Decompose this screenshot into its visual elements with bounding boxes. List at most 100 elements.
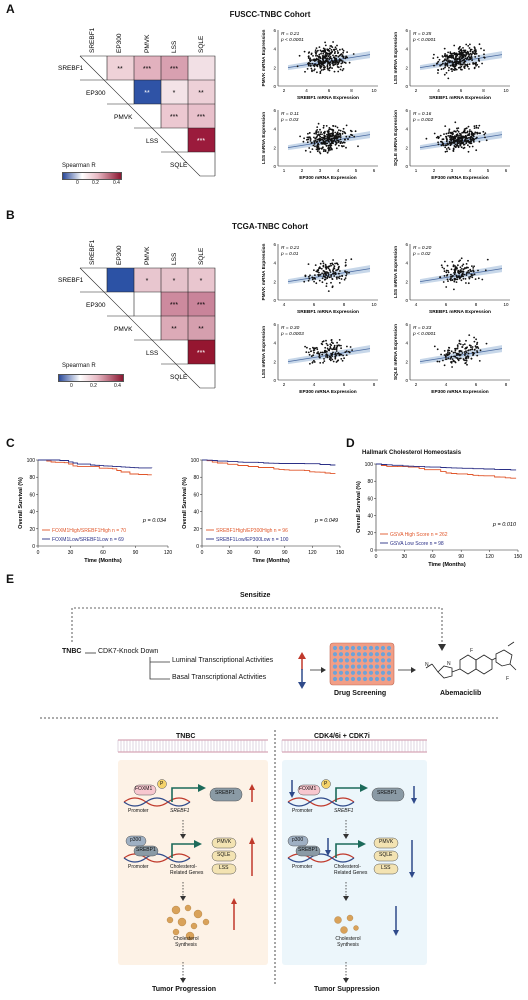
scatter-point [468, 68, 470, 70]
p-label: p = 0.002 [412, 117, 433, 123]
scatter-point [323, 358, 325, 360]
scatter-point [332, 270, 335, 273]
scatter-point [345, 264, 347, 266]
svg-text:***: *** [143, 66, 151, 73]
scatter-point [443, 133, 445, 135]
scatter-point [318, 356, 320, 358]
scatter-point [472, 270, 475, 273]
x-tick-label: 4 [415, 302, 418, 307]
scatter-point [326, 355, 329, 357]
scatter-point [446, 150, 448, 153]
scatter-point [463, 130, 465, 133]
scatter-point [323, 140, 325, 143]
scatter-point [329, 149, 332, 151]
scatter-point [314, 264, 317, 266]
scatter-point [340, 347, 342, 350]
srebp1-label: SREBP1 [377, 790, 397, 796]
promoter-label: Promoter [128, 808, 149, 814]
scatter-point [338, 61, 340, 63]
scatter-point [323, 51, 326, 53]
y-tick-label: 0 [273, 84, 276, 89]
panel-c-letter: C [6, 436, 15, 450]
abemaciclib-label: Abemaciclib [440, 690, 482, 697]
scatter-point [470, 273, 473, 276]
scatter-point [327, 134, 330, 137]
scatter-point [351, 349, 353, 351]
scatter-point [346, 271, 348, 273]
scatter-point [438, 360, 441, 363]
scatter-point [457, 353, 460, 356]
scatter-point [311, 69, 313, 72]
pmvk-label: PMVK [379, 839, 394, 845]
y-tick-label: 6 [273, 108, 276, 113]
x-tick-label: 8 [373, 382, 376, 387]
panel-b-heatmap: SREBF1 EP300 PMVK LSS SQLE SREBF1 EP300 … [58, 239, 216, 389]
scatter-point [469, 344, 472, 347]
y-tick-label: 4 [405, 47, 408, 52]
scatter-point [332, 125, 334, 127]
scatter-point [320, 62, 322, 64]
y-tick-label: 40 [367, 514, 373, 520]
scatter-point [483, 53, 485, 56]
scatter-point [326, 133, 328, 136]
scatter-point [472, 274, 474, 276]
scatter-point [457, 130, 460, 133]
scatter-point [326, 48, 329, 51]
scatter-point [321, 142, 324, 145]
scatter-point [322, 47, 325, 50]
x-tick-label: 60 [100, 550, 106, 556]
legend-tick: 0 [70, 383, 73, 389]
scatter-point [464, 50, 466, 53]
scatter-point [468, 47, 471, 49]
scatter-point [471, 348, 474, 350]
x-tick-label: 6 [460, 88, 463, 93]
scatter-point [455, 281, 458, 283]
scatter-point [436, 62, 439, 64]
scatter-point [324, 346, 327, 349]
well [374, 658, 380, 663]
scatter-point [345, 274, 347, 277]
scatter-point [440, 63, 443, 66]
scatter-point [455, 267, 458, 270]
scatter-point [337, 51, 340, 54]
scatter-point [313, 140, 315, 142]
scatter-point [452, 65, 455, 68]
x-tick-label: 150 [514, 554, 523, 560]
scatter-point [342, 68, 345, 70]
p-label: p < 0.0001 [280, 37, 304, 43]
scatter-point [457, 146, 460, 149]
scatter-point [443, 59, 446, 61]
scatter-point [299, 135, 301, 138]
y-tick-label: 0 [273, 164, 276, 169]
scatter-point [320, 69, 323, 71]
scatter-point [482, 130, 485, 133]
scatter-point [483, 49, 485, 52]
scatter-point [338, 144, 340, 147]
scatter-point [318, 140, 321, 142]
x-tick-label: 4 [283, 302, 286, 307]
scatter-point [340, 140, 342, 143]
scatter-point [436, 360, 439, 363]
scatter-point [470, 142, 473, 145]
scatter-point [465, 282, 467, 284]
scatter-point [471, 51, 474, 53]
scatter-point [331, 278, 334, 280]
scatter-point [436, 56, 439, 59]
x-tick-label: 30 [227, 550, 233, 556]
x-tick-label: 8 [475, 302, 478, 307]
scatter-point [332, 347, 335, 349]
x-axis-label: EP300 mRNA Expression [431, 175, 488, 181]
svg-text:N: N [425, 662, 429, 668]
tnbc-label: TNBC [62, 648, 82, 655]
scatter-point [475, 52, 478, 55]
scatter-point [458, 50, 461, 53]
scatter-point [316, 138, 319, 141]
scatter-point [315, 51, 318, 53]
scatter-point [319, 70, 322, 73]
scatter-point [450, 68, 453, 71]
scatter-point [334, 125, 337, 128]
scatter-point [326, 67, 329, 70]
cdk7-label: CDK7-Knock Down [98, 648, 159, 655]
scatter-point [439, 134, 442, 137]
svg-text:PMVK: PMVK [144, 34, 151, 53]
